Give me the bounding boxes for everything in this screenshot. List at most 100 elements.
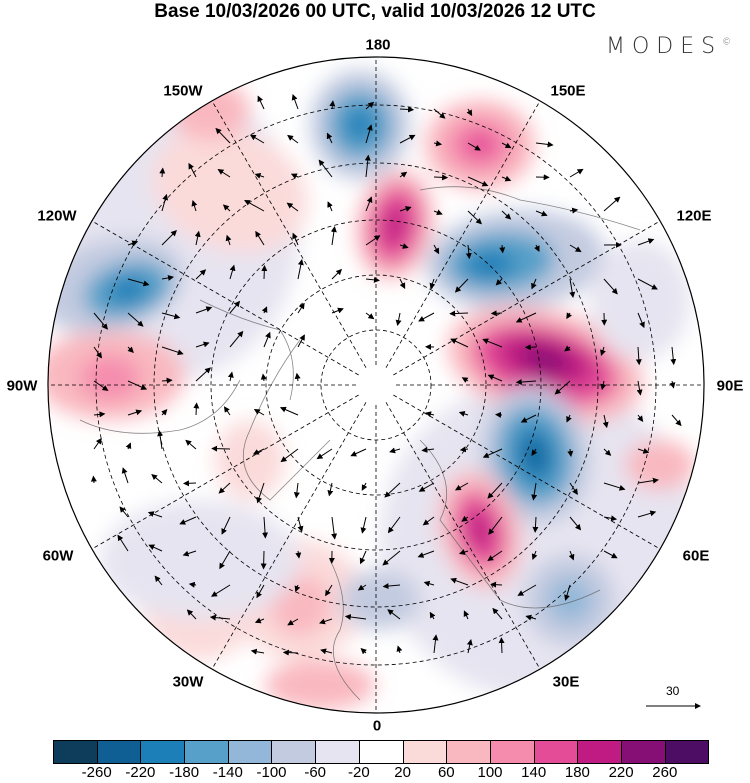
wind-vector — [603, 278, 618, 295]
coastline — [329, 559, 361, 701]
wind-vector — [463, 610, 470, 620]
anomaly-contour — [520, 346, 570, 374]
wind-vector — [229, 330, 244, 348]
anomaly-contour — [100, 500, 300, 620]
logo-mark: © — [722, 37, 732, 48]
anomaly-contour — [345, 109, 375, 141]
wind-vector — [93, 312, 108, 330]
anomaly-contour — [590, 240, 690, 360]
wind-vector — [157, 430, 164, 450]
wind-vector — [459, 446, 469, 453]
coastline — [79, 379, 241, 434]
wind-vector — [449, 310, 469, 317]
wind-vector — [499, 244, 506, 254]
lon-label-60w: 60W — [42, 547, 74, 565]
wind-vector — [331, 516, 338, 540]
colorbar-swatch — [403, 741, 448, 763]
wind-vector — [331, 268, 343, 280]
wind-vector — [564, 584, 571, 601]
latitude-circle — [153, 162, 599, 608]
wind-vector — [250, 648, 265, 655]
wind-vector — [637, 510, 657, 518]
lon-label-0: 0 — [372, 717, 382, 735]
wind-vector — [465, 244, 472, 260]
wind-vector — [433, 244, 440, 255]
colorbar-tick-label: -260 — [81, 764, 112, 781]
wind-vector — [365, 101, 375, 110]
colorbar-swatch — [185, 741, 229, 763]
wind-vector — [161, 193, 169, 212]
lon-label-90w: 90W — [6, 377, 38, 395]
wind-vector — [286, 202, 299, 212]
wind-vector — [151, 474, 163, 484]
wind-vector — [252, 448, 265, 455]
wind-vector — [319, 618, 333, 625]
wind-vector — [331, 307, 344, 314]
wind-vector — [569, 168, 584, 178]
wind-vector — [161, 409, 168, 416]
wind-vector — [384, 482, 401, 498]
wind-vector — [365, 196, 373, 212]
wind-vector — [221, 516, 231, 535]
wind-vector — [531, 448, 538, 456]
wind-vector — [387, 516, 401, 534]
wind-vector — [399, 206, 412, 212]
coastline — [419, 186, 641, 231]
wind-vector — [603, 448, 612, 456]
wind-vector — [280, 448, 299, 463]
wind-vector — [125, 442, 132, 450]
wind-vector — [569, 207, 579, 214]
wind-vector — [161, 346, 184, 356]
wind-vector — [217, 169, 231, 178]
wind-vector — [179, 516, 197, 525]
coastline — [419, 439, 601, 609]
wind-vector — [188, 581, 197, 588]
wind-vector — [127, 409, 143, 416]
colorbar-swatch — [447, 741, 491, 763]
wind-vector — [229, 264, 236, 280]
wind-vector — [467, 142, 481, 151]
wind-vector — [433, 174, 449, 181]
wind-vector — [287, 134, 299, 144]
wind-vector — [294, 372, 301, 382]
wind-vector — [227, 371, 234, 382]
polar-cap — [321, 330, 431, 440]
anomaly-contour — [382, 205, 408, 245]
wind-vector — [423, 580, 435, 587]
wind-vector — [637, 238, 655, 246]
wind-vector — [295, 550, 302, 559]
wind-vector — [282, 649, 299, 656]
wind-vector — [127, 278, 150, 287]
wind-vector — [429, 611, 436, 620]
meridian-line — [91, 394, 359, 550]
wind-vector — [188, 162, 197, 178]
anomaly-contour — [265, 660, 375, 710]
wind-vector — [297, 258, 304, 280]
colorbar-swatch — [578, 741, 622, 763]
wind-vector — [564, 345, 571, 352]
lon-label-30w: 30W — [172, 673, 204, 691]
wind-vector — [195, 341, 210, 348]
wind-vector — [501, 175, 512, 182]
colorbar-tick-label: -60 — [304, 764, 327, 781]
wind-vector — [525, 614, 537, 621]
lon-label-150e: 150E — [550, 82, 586, 100]
wind-vector — [297, 334, 305, 348]
wind-vector — [531, 482, 538, 501]
meridian-line — [393, 394, 661, 550]
colorbar-swatch — [141, 741, 186, 763]
wind-vector — [290, 173, 299, 179]
wind-vector — [535, 210, 548, 217]
lon-label-120e: 120E — [676, 207, 712, 225]
anomaly-contour — [462, 131, 498, 159]
logo-text: MODES — [606, 34, 723, 59]
wind-vector — [325, 584, 333, 597]
wind-vector — [297, 516, 304, 533]
meridian-line — [393, 220, 661, 376]
wind-vector — [326, 132, 333, 144]
wind-vector — [291, 93, 299, 110]
wind-vector — [671, 414, 682, 427]
colorbar-tick-label: -20 — [348, 764, 370, 781]
colorbar-tick-label: 180 — [564, 764, 590, 781]
latitude-circle — [265, 274, 487, 496]
